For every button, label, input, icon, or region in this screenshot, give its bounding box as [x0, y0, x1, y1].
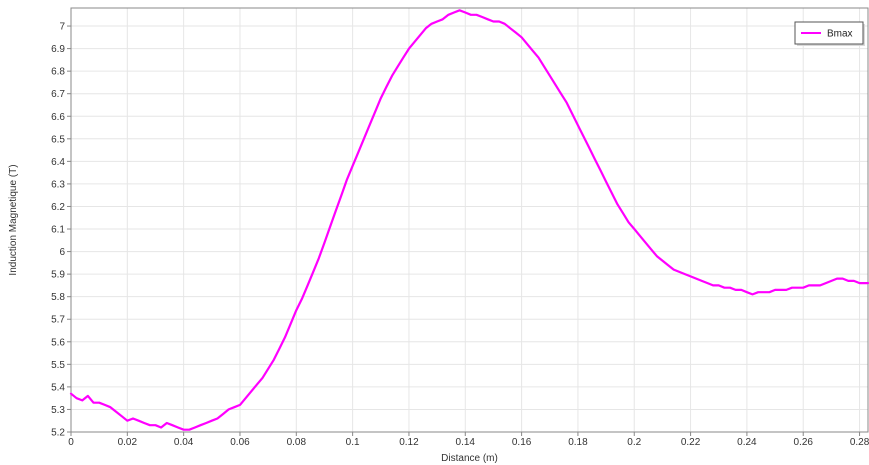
axis-ticks: 0 0.02 0.04 0.06 0.08 0.1 0.12 0.14 0.16 0.18 0.2 0…	[51, 22, 869, 448]
y-tick-label: 5.5	[51, 360, 65, 371]
series-line-bmax	[69, 9, 869, 431]
y-tick-label: 7	[59, 22, 65, 33]
x-tick-label: 0.06	[230, 437, 250, 448]
legend-box	[794, 21, 864, 45]
y-axis-label: Induction Magnetique (T)	[8, 164, 19, 275]
x-tick-label: 0.04	[174, 437, 194, 448]
y-tick-label: 6.5	[51, 134, 65, 145]
x-tick-label: 0.28	[850, 437, 869, 448]
y-tick-label: 5.2	[51, 428, 65, 439]
grid-lines	[70, 8, 868, 433]
x-tick-label: 0.18	[568, 437, 588, 448]
y-tick-label: 5.9	[51, 270, 65, 281]
x-tick-label: 0.24	[737, 437, 757, 448]
x-axis-label: Distance (m)	[441, 453, 498, 464]
legend-label-bmax: Bmax	[827, 29, 853, 40]
x-tick-label: 0.08	[287, 437, 307, 448]
x-tick-label: 0.1	[346, 437, 360, 448]
y-tick-label: 6.2	[51, 202, 65, 213]
y-tick-label: 6.6	[51, 112, 65, 123]
y-tick-label: 6	[59, 247, 65, 258]
x-tick-label: 0	[68, 437, 74, 448]
y-tick-label: 6.1	[51, 225, 65, 236]
y-tick-label: 6.7	[51, 89, 65, 100]
x-tick-label: 0.26	[793, 437, 813, 448]
y-tick-label: 5.6	[51, 337, 65, 348]
x-tick-label: 0.16	[512, 437, 532, 448]
legend: Bmax	[794, 21, 865, 46]
x-tick-label: 0.14	[456, 437, 476, 448]
x-tick-label: 0.02	[118, 437, 138, 448]
y-tick-label: 6.8	[51, 67, 65, 78]
y-tick-label: 6.4	[51, 157, 65, 168]
y-tick-label: 6.3	[51, 179, 65, 190]
x-tick-label: 0.12	[399, 437, 419, 448]
x-tick-label: 0.2	[627, 437, 641, 448]
y-tick-label: 5.8	[51, 292, 65, 303]
x-tick-label: 0.22	[681, 437, 701, 448]
y-tick-label: 5.3	[51, 405, 65, 416]
y-tick-label: 6.9	[51, 44, 65, 55]
plot-area-frame	[70, 7, 869, 433]
y-tick-label: 5.7	[51, 315, 65, 326]
y-tick-label: 5.4	[51, 382, 65, 393]
series-layer	[69, 9, 869, 431]
